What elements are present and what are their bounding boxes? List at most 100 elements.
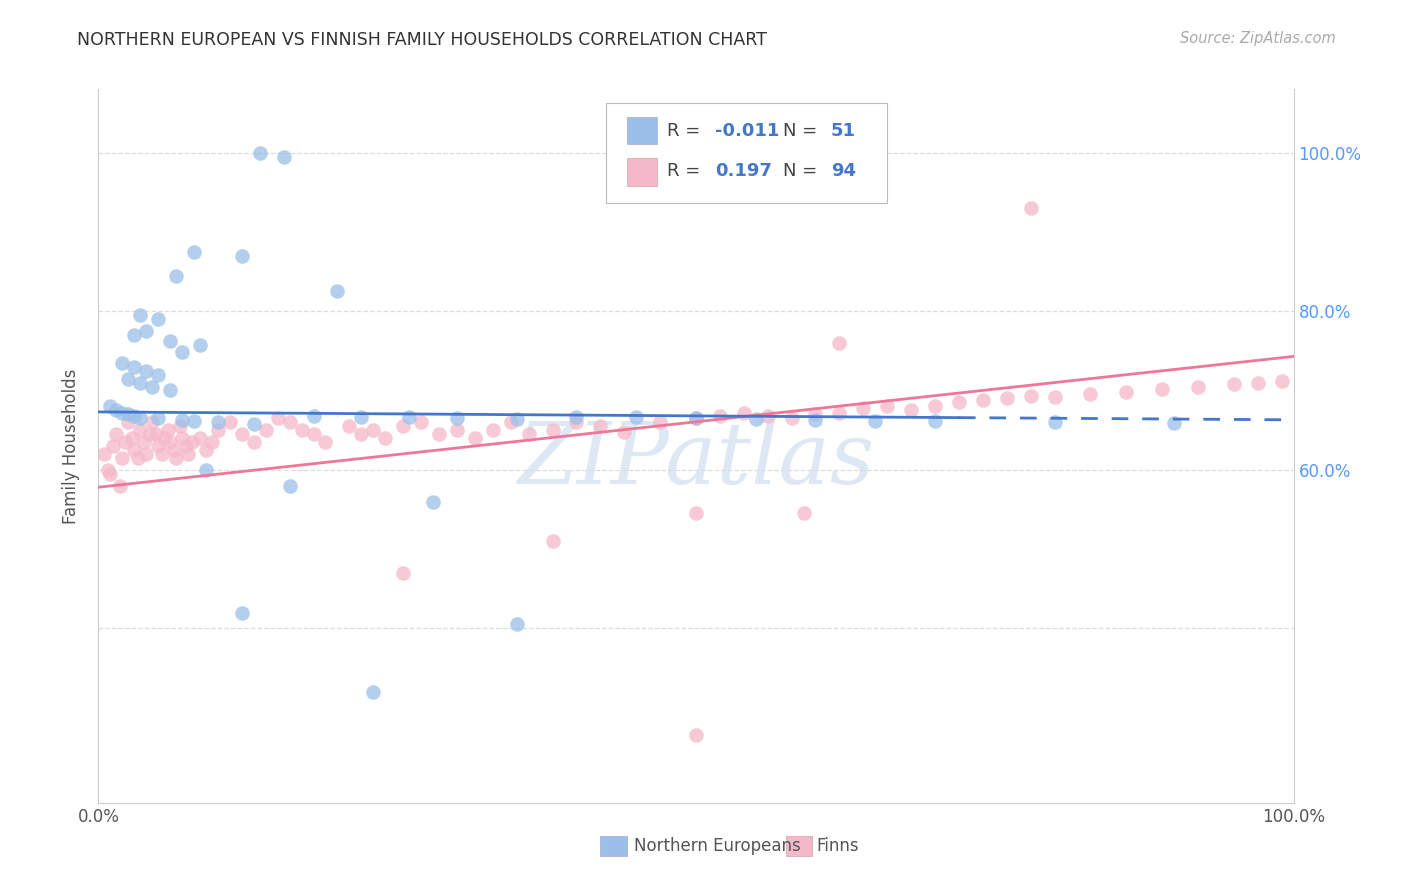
Point xyxy=(900,403,922,417)
Point xyxy=(180,435,202,450)
Text: 51: 51 xyxy=(831,121,856,139)
Point xyxy=(302,427,325,442)
Point xyxy=(111,406,134,420)
Point xyxy=(464,431,486,445)
Point xyxy=(129,308,152,322)
Point xyxy=(114,435,136,450)
Point xyxy=(685,507,707,521)
Point xyxy=(159,384,181,398)
Point xyxy=(446,411,468,425)
Point xyxy=(108,478,131,492)
Point xyxy=(517,427,540,442)
Text: -0.011: -0.011 xyxy=(716,121,779,139)
Point xyxy=(852,401,875,415)
Point xyxy=(231,249,253,263)
Point xyxy=(865,414,887,428)
Point xyxy=(188,431,211,445)
Point xyxy=(1043,415,1066,429)
Point xyxy=(111,356,134,370)
Point xyxy=(506,412,529,426)
Point xyxy=(1019,201,1042,215)
Point xyxy=(278,478,301,492)
Point xyxy=(506,617,529,632)
Point xyxy=(124,328,146,343)
Y-axis label: Family Households: Family Households xyxy=(62,368,80,524)
Text: ZIPatlas: ZIPatlas xyxy=(517,419,875,501)
Point xyxy=(129,423,152,437)
Point xyxy=(392,566,415,580)
Point xyxy=(398,410,420,425)
Point xyxy=(541,534,564,549)
Point xyxy=(315,435,337,450)
Point xyxy=(98,400,122,414)
Point xyxy=(278,415,301,429)
Point xyxy=(1115,385,1137,400)
Point xyxy=(1043,390,1066,404)
Text: N =: N = xyxy=(783,121,823,139)
Point xyxy=(148,312,170,326)
Point xyxy=(733,406,755,420)
Bar xyxy=(600,837,627,856)
Point xyxy=(105,403,128,417)
Point xyxy=(995,392,1018,406)
Point xyxy=(135,324,157,338)
Point xyxy=(254,423,277,437)
Point xyxy=(589,419,612,434)
Point xyxy=(1247,376,1270,390)
Point xyxy=(363,423,385,437)
Bar xyxy=(627,159,657,186)
Text: R =: R = xyxy=(668,121,706,139)
Point xyxy=(127,450,149,465)
Point xyxy=(174,439,197,453)
Point xyxy=(153,431,176,445)
Point xyxy=(565,409,588,424)
Point xyxy=(195,442,218,457)
Point xyxy=(1080,387,1102,401)
Point xyxy=(117,371,139,385)
Point xyxy=(188,337,211,351)
Point xyxy=(1019,389,1042,403)
Point xyxy=(924,400,946,414)
Point xyxy=(231,606,253,620)
Point xyxy=(156,423,179,437)
Point xyxy=(541,423,564,437)
Point xyxy=(172,431,194,445)
Point xyxy=(219,415,242,429)
Point xyxy=(392,419,415,434)
Point xyxy=(93,447,115,461)
Point xyxy=(124,409,146,423)
Text: NORTHERN EUROPEAN VS FINNISH FAMILY HOUSEHOLDS CORRELATION CHART: NORTHERN EUROPEAN VS FINNISH FAMILY HOUS… xyxy=(77,31,768,49)
Point xyxy=(291,423,314,437)
Point xyxy=(135,364,157,378)
Text: N =: N = xyxy=(783,162,823,180)
Point xyxy=(132,435,155,450)
Point xyxy=(804,407,827,421)
Point xyxy=(350,409,373,424)
Point xyxy=(302,409,325,423)
Point xyxy=(804,413,827,427)
Point xyxy=(124,359,146,374)
Point xyxy=(249,145,271,160)
Point xyxy=(172,345,194,359)
Point xyxy=(183,414,205,428)
Point xyxy=(117,407,139,421)
Point xyxy=(828,335,851,350)
Point xyxy=(780,411,803,425)
Point xyxy=(135,447,157,461)
Point xyxy=(446,423,468,437)
Point xyxy=(685,411,707,425)
FancyBboxPatch shape xyxy=(606,103,887,203)
Point xyxy=(350,427,373,442)
Point xyxy=(924,414,946,428)
Point xyxy=(613,425,636,439)
Point xyxy=(427,427,450,442)
Text: Source: ZipAtlas.com: Source: ZipAtlas.com xyxy=(1180,31,1336,46)
Point xyxy=(339,419,361,434)
Point xyxy=(363,685,385,699)
Point xyxy=(411,415,433,429)
Point xyxy=(124,442,146,457)
Point xyxy=(756,409,779,423)
Point xyxy=(273,150,295,164)
Point xyxy=(141,415,163,429)
Point xyxy=(165,268,187,283)
